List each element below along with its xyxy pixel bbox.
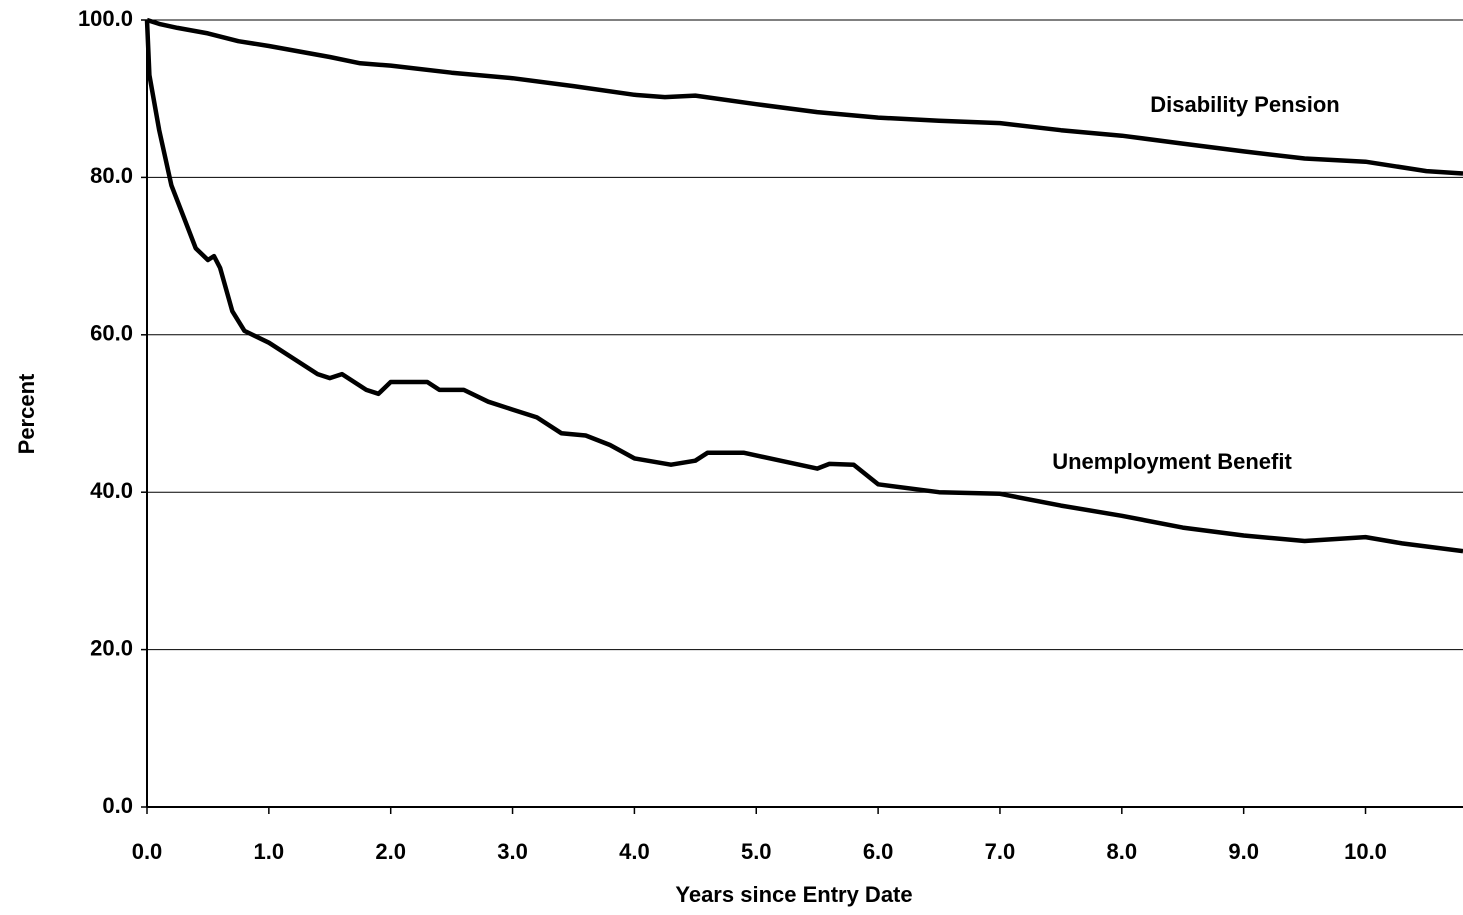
x-tick-label: 7.0	[985, 839, 1016, 864]
x-tick-label: 2.0	[375, 839, 406, 864]
x-tick-label: 1.0	[254, 839, 285, 864]
y-tick-label: 0.0	[102, 793, 133, 818]
y-tick-label: 20.0	[90, 635, 133, 660]
y-axis-label: Percent	[14, 373, 39, 454]
x-tick-label: 4.0	[619, 839, 650, 864]
y-tick-label: 80.0	[90, 163, 133, 188]
x-tick-label: 9.0	[1228, 839, 1259, 864]
x-tick-label: 0.0	[132, 839, 163, 864]
x-tick-label: 6.0	[863, 839, 894, 864]
x-tick-label: 3.0	[497, 839, 528, 864]
series-label: Disability Pension	[1150, 92, 1340, 117]
series-label: Unemployment Benefit	[1052, 449, 1292, 474]
x-axis-label: Years since Entry Date	[675, 882, 912, 907]
y-tick-label: 40.0	[90, 478, 133, 503]
x-tick-label: 10.0	[1344, 839, 1387, 864]
x-tick-label: 5.0	[741, 839, 772, 864]
x-tick-label: 8.0	[1107, 839, 1138, 864]
y-tick-label: 100.0	[78, 6, 133, 31]
line-series	[146, 17, 1463, 176]
line-series	[144, 19, 1463, 554]
y-tick-label: 60.0	[90, 321, 133, 346]
